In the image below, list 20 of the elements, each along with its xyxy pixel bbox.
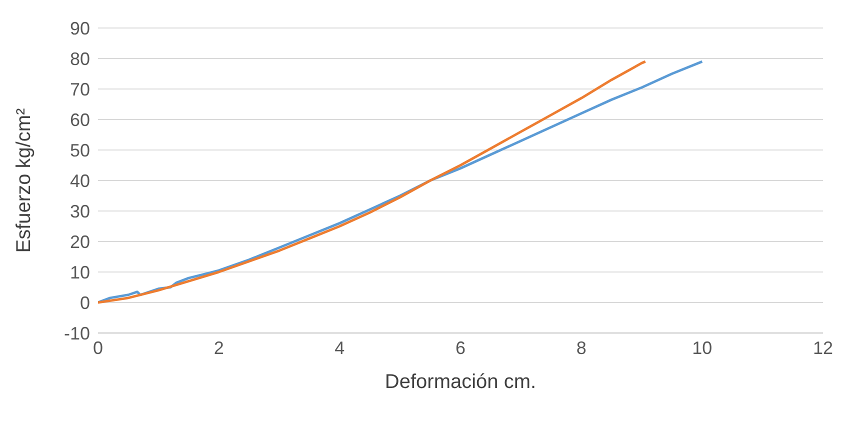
x-tick-label: 8 xyxy=(576,338,586,358)
x-tick-label: 12 xyxy=(812,338,834,358)
x-tick-label: 0 xyxy=(92,338,104,358)
y-tick-label: 30 xyxy=(70,201,90,222)
y-tick-label: 90 xyxy=(70,18,90,38)
x-axis-title: Deformación cm. xyxy=(384,371,536,393)
y-tick-label: 70 xyxy=(70,79,90,100)
y-tick-label: 80 xyxy=(70,48,90,69)
y-tick-label: -10 xyxy=(64,323,90,344)
x-tick-label: 2 xyxy=(214,338,224,358)
y-tick-label: 20 xyxy=(70,232,90,252)
x-tick-label: 6 xyxy=(455,338,466,358)
y-tick-label: 50 xyxy=(70,140,90,160)
y-tick-label: 0 xyxy=(80,292,90,313)
x-tick-label: 4 xyxy=(334,338,345,358)
x-tick-label: 10 xyxy=(692,338,712,358)
y-tick-label: 60 xyxy=(70,110,90,130)
y-axis-title: Esfuerzo kg/cm² xyxy=(13,108,36,253)
y-tick-label: 40 xyxy=(70,170,90,191)
y-tick-label: 10 xyxy=(70,262,90,282)
